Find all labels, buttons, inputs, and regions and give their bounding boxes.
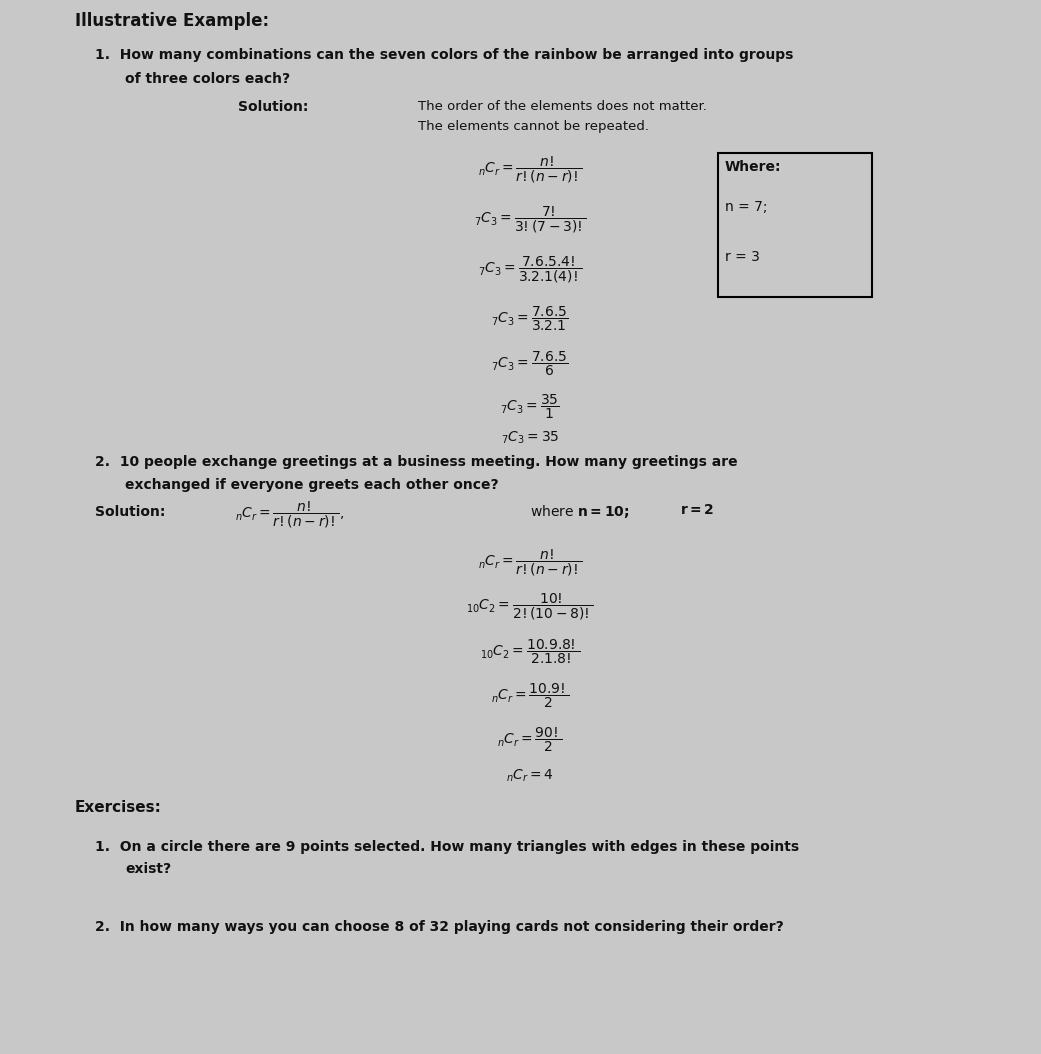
Text: $_7C_3 = \dfrac{7.6.5}{6}$: $_7C_3 = \dfrac{7.6.5}{6}$ <box>491 350 568 378</box>
Text: exist?: exist? <box>125 862 171 876</box>
Text: The elements cannot be repeated.: The elements cannot be repeated. <box>418 120 649 133</box>
Text: exchanged if everyone greets each other once?: exchanged if everyone greets each other … <box>125 479 499 492</box>
Text: 1.  How many combinations can the seven colors of the rainbow be arranged into g: 1. How many combinations can the seven c… <box>95 48 793 62</box>
Text: 1.  On a circle there are 9 points selected. How many triangles with edges in th: 1. On a circle there are 9 points select… <box>95 840 799 854</box>
Text: $_nC_r = \dfrac{n!}{r!(n-r)!},$: $_nC_r = \dfrac{n!}{r!(n-r)!},$ <box>235 500 345 530</box>
Text: Illustrative Example:: Illustrative Example: <box>75 12 270 30</box>
Text: $_7C_3 = \dfrac{7.6.5}{3.2.1}$: $_7C_3 = \dfrac{7.6.5}{3.2.1}$ <box>491 305 568 333</box>
Text: r = 3: r = 3 <box>725 250 760 264</box>
Text: 2.  In how many ways you can choose 8 of 32 playing cards not considering their : 2. In how many ways you can choose 8 of … <box>95 920 784 934</box>
Text: n = 7;: n = 7; <box>725 200 767 214</box>
Text: $_7C_3 = \dfrac{35}{1}$: $_7C_3 = \dfrac{35}{1}$ <box>500 393 560 422</box>
Text: $_nC_r = \dfrac{n!}{r!(n-r)!}$: $_nC_r = \dfrac{n!}{r!(n-r)!}$ <box>478 155 582 186</box>
Text: Solution:: Solution: <box>95 505 166 519</box>
Text: $\mathbf{r = 2}$: $\mathbf{r = 2}$ <box>680 503 714 518</box>
Text: $_7C_3 = 35$: $_7C_3 = 35$ <box>501 430 559 447</box>
Text: Exercises:: Exercises: <box>75 800 161 815</box>
Text: $_nC_r = \dfrac{10.9!}{2}$: $_nC_r = \dfrac{10.9!}{2}$ <box>490 682 569 710</box>
Text: where $\mathbf{n = 10;}$: where $\mathbf{n = 10;}$ <box>530 503 630 520</box>
Text: $_7C_3 = \dfrac{7.6.5.4!}{3.2.1(4)!}$: $_7C_3 = \dfrac{7.6.5.4!}{3.2.1(4)!}$ <box>478 255 582 286</box>
Text: The order of the elements does not matter.: The order of the elements does not matte… <box>418 100 707 113</box>
Text: of three colors each?: of three colors each? <box>125 72 290 86</box>
Text: Where:: Where: <box>725 160 782 174</box>
Text: Solution:: Solution: <box>238 100 308 114</box>
Text: $_nC_r = 4$: $_nC_r = 4$ <box>506 768 554 784</box>
Text: $_{10}C_2 = \dfrac{10.9.8!}{2.1.8!}$: $_{10}C_2 = \dfrac{10.9.8!}{2.1.8!}$ <box>480 638 580 666</box>
Text: $_7C_3 = \dfrac{7!}{3!(7-3)!}$: $_7C_3 = \dfrac{7!}{3!(7-3)!}$ <box>474 204 586 235</box>
Text: $_{10}C_2 = \dfrac{10!}{2!(10-8)!}$: $_{10}C_2 = \dfrac{10!}{2!(10-8)!}$ <box>466 592 594 622</box>
Text: 2.  10 people exchange greetings at a business meeting. How many greetings are: 2. 10 people exchange greetings at a bus… <box>95 455 738 469</box>
Text: $_nC_r = \dfrac{n!}{r!(n-r)!}$: $_nC_r = \dfrac{n!}{r!(n-r)!}$ <box>478 548 582 579</box>
Text: $_nC_r = \dfrac{90!}{2}$: $_nC_r = \dfrac{90!}{2}$ <box>498 726 563 755</box>
